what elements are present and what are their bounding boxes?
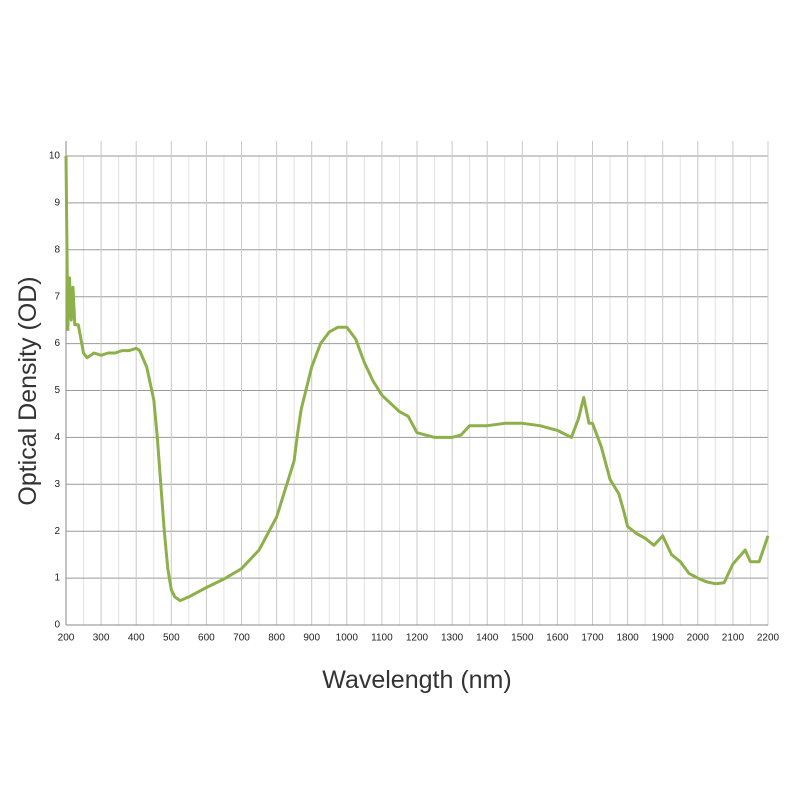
x-tick-label: 300: [93, 633, 110, 644]
y-tick-label: 1: [54, 573, 60, 584]
x-tick-label: 2200: [757, 633, 780, 644]
y-tick-label: 9: [54, 198, 60, 209]
x-tick-label: 2100: [722, 633, 745, 644]
x-tick-label: 1200: [406, 633, 429, 644]
x-tick-label: 1500: [511, 633, 534, 644]
x-axis-title: Wavelength (nm): [322, 666, 511, 694]
y-tick-label: 6: [54, 338, 60, 349]
x-tick-label: 800: [268, 633, 285, 644]
y-tick-label: 7: [54, 291, 60, 302]
x-tick-label: 1000: [336, 633, 359, 644]
x-tick-label: 2000: [687, 633, 710, 644]
x-tick-label: 1300: [441, 633, 464, 644]
x-tick-label: 400: [128, 633, 145, 644]
x-tick-label: 1600: [546, 633, 569, 644]
y-tick-label: 2: [54, 526, 60, 537]
y-tick-label: 10: [49, 151, 61, 162]
y-tick-label: 0: [54, 620, 60, 631]
x-tick-label: 1800: [616, 633, 639, 644]
x-tick-label: 500: [163, 633, 180, 644]
x-tick-label: 700: [233, 633, 250, 644]
data-line: [64, 155, 770, 603]
y-tick-label: 3: [54, 479, 60, 490]
x-tick-label: 900: [303, 633, 320, 644]
x-tick-label: 1900: [652, 633, 675, 644]
y-tick-label: 8: [54, 244, 60, 255]
x-tick-label: 1700: [581, 633, 604, 644]
y-axis-title: Optical Density (OD): [14, 276, 42, 505]
x-tick-label: 600: [198, 633, 215, 644]
x-tick-label: 1400: [476, 633, 499, 644]
y-tick-label: 5: [54, 385, 60, 396]
x-tick-label: 200: [58, 633, 75, 644]
y-tick-label: 4: [54, 432, 60, 443]
x-tick-label: 1100: [371, 633, 393, 644]
